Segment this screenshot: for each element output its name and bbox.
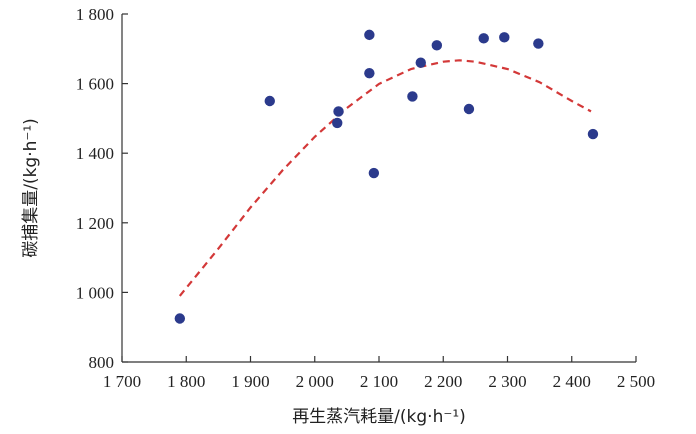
data-point [407,91,418,102]
y-tick-label: 1 600 [76,75,114,94]
x-tick-label: 1 800 [167,372,205,391]
data-points [174,29,599,324]
x-ticks: 1 700 1 800 1 900 2 000 2 100 2 200 2 300 2 400… [103,356,655,391]
y-ticks: 800 1 000 1 200 1 400 1 600 1 800 [76,5,128,372]
x-tick-label: 2 500 [617,372,655,391]
data-point [332,117,343,129]
x-tick-label: 2 100 [360,372,398,391]
x-tick-label: 2 300 [488,372,526,391]
x-tick-label: 2 400 [553,372,591,391]
y-tick-label: 800 [89,353,115,372]
fit-curve-group [178,59,592,297]
data-point [478,33,489,44]
data-point [364,29,375,41]
y-axis-title: 碳捕集量/(kg·h⁻¹) [21,118,41,258]
x-tick-label: 2 000 [296,372,334,391]
fit-curve [178,59,592,297]
y-tick-label: 1 200 [76,214,114,233]
data-point [499,32,510,43]
data-point [587,128,599,140]
x-tick-label: 1 700 [103,372,141,391]
data-point [431,40,443,51]
y-tick-label: 1 800 [76,5,114,24]
y-tick-label: 1 000 [76,283,114,302]
data-point [333,106,344,117]
data-point [463,103,475,115]
x-tick-label: 2 200 [424,372,462,391]
x-axis-title: 再生蒸汽耗量/(kg·h⁻¹) [292,407,466,427]
data-point [415,57,426,68]
data-point [533,38,544,49]
data-point [364,67,375,79]
y-tick-label: 1 400 [76,144,114,163]
axes [121,14,636,363]
data-point [264,95,275,107]
data-point [174,313,186,324]
x-tick-label: 1 900 [231,372,269,391]
data-point [368,167,380,179]
